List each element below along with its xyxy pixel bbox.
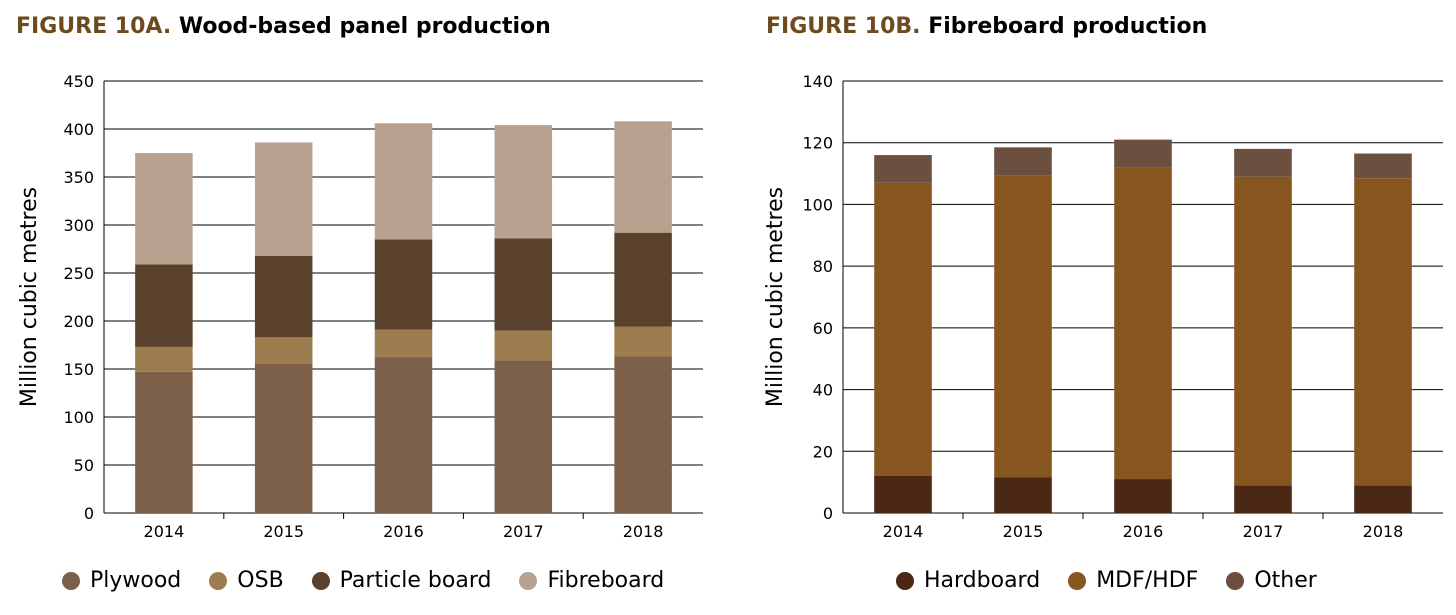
bar-other-2014 (874, 155, 932, 183)
y-tick-label: 200 (63, 312, 94, 331)
legend-label: Hardboard (924, 568, 1041, 593)
y-tick-label: 40 (813, 381, 833, 400)
y-tick-label: 300 (63, 216, 94, 235)
legend-item-osb: OSB (209, 568, 284, 593)
bar-mdf-hdf-2017 (1234, 176, 1292, 486)
x-tick-label: 2014 (883, 522, 924, 541)
legend-swatch (62, 571, 80, 590)
legend-swatch (1226, 571, 1245, 590)
y-axis-label: Million cubic metres (17, 187, 42, 407)
x-tick-label: 2017 (1243, 522, 1284, 541)
y-tick-label: 120 (802, 134, 833, 153)
y-tick-label: 350 (63, 168, 94, 187)
bar-plywood-2018 (614, 356, 672, 513)
legend-label: OSB (237, 568, 284, 593)
x-tick-label: 2014 (144, 522, 185, 541)
bar-particle-board-2016 (374, 239, 433, 330)
legend-item-mdf-hdf: MDF/HDF (1068, 568, 1198, 593)
bar-mdf-hdf-2018 (1354, 178, 1412, 486)
y-tick-label: 400 (63, 120, 94, 139)
legend-swatch (1068, 571, 1087, 590)
x-tick-label: 2016 (383, 522, 424, 541)
bar-particle-board-2014 (135, 264, 193, 347)
figure-a-heading: Wood-based panel production (178, 14, 551, 39)
legend-item-particle-board: Particle board (311, 568, 492, 593)
bar-hardboard-2017 (1234, 485, 1292, 513)
bar-hardboard-2015 (994, 477, 1052, 513)
figure-b-heading: Fibreboard production (928, 14, 1208, 39)
y-tick-label: 50 (74, 456, 94, 475)
legend-label: Particle board (339, 568, 492, 593)
bar-fibreboard-2015 (254, 142, 313, 256)
x-tick-label: 2018 (623, 522, 664, 541)
bar-particle-board-2017 (494, 238, 553, 331)
bar-particle-board-2015 (254, 255, 313, 338)
legend-item-plywood: Plywood (62, 568, 181, 593)
figure-a-label: FIGURE 10A. (16, 14, 172, 39)
legend-label: Plywood (90, 568, 182, 593)
legend-swatch (519, 571, 538, 590)
bar-other-2017 (1234, 148, 1292, 177)
bar-fibreboard-2016 (374, 123, 433, 240)
y-tick-label: 450 (63, 72, 94, 91)
bar-other-2018 (1354, 153, 1412, 179)
bar-particle-board-2018 (614, 232, 672, 327)
x-tick-label: 2015 (1003, 522, 1044, 541)
bar-hardboard-2014 (874, 475, 932, 513)
bar-osb-2017 (494, 330, 553, 361)
figure-b-label: FIGURE 10B. (766, 14, 921, 39)
bar-other-2016 (1114, 139, 1172, 168)
legend-label: MDF/HDF (1096, 568, 1199, 593)
figure-b-title: FIGURE 10B. Fibreboard production (766, 14, 1207, 39)
legend-item-fibreboard: Fibreboard (519, 568, 664, 593)
y-tick-label: 150 (63, 360, 94, 379)
y-tick-label: 0 (823, 504, 833, 523)
bar-plywood-2017 (494, 360, 553, 513)
legend-b: Hardboard MDF/HDF Other (896, 568, 1345, 593)
x-tick-label: 2015 (263, 522, 304, 541)
figure-a-title: FIGURE 10A. Wood-based panel production (16, 14, 551, 39)
bar-fibreboard-2014 (135, 153, 193, 265)
x-tick-label: 2016 (1123, 522, 1164, 541)
bar-osb-2018 (614, 326, 672, 357)
legend-item-hardboard: Hardboard (896, 568, 1040, 593)
legend-a: Plywood OSB Particle board Fibreboard (62, 568, 692, 593)
bar-mdf-hdf-2015 (994, 175, 1052, 478)
legend-swatch (311, 571, 330, 590)
bar-plywood-2015 (254, 363, 313, 513)
y-tick-label: 0 (84, 504, 94, 523)
legend-swatch (209, 571, 228, 590)
bar-plywood-2016 (374, 357, 433, 513)
bar-mdf-hdf-2014 (874, 182, 932, 476)
bar-other-2015 (994, 147, 1052, 176)
bar-fibreboard-2017 (494, 125, 553, 239)
x-tick-label: 2018 (1363, 522, 1404, 541)
y-tick-label: 60 (813, 319, 833, 338)
x-tick-label: 2017 (503, 522, 544, 541)
y-tick-label: 140 (802, 72, 833, 91)
legend-swatch (896, 571, 914, 590)
bar-osb-2014 (135, 346, 193, 372)
bar-osb-2015 (254, 337, 313, 364)
bar-hardboard-2018 (1354, 485, 1412, 513)
y-axis-label: Million cubic metres (763, 187, 788, 407)
y-tick-label: 100 (63, 408, 94, 427)
bar-hardboard-2016 (1114, 479, 1172, 513)
y-tick-label: 250 (63, 264, 94, 283)
y-tick-label: 20 (813, 442, 833, 461)
legend-label: Other (1254, 568, 1317, 593)
bar-osb-2016 (374, 329, 433, 358)
legend-label: Fibreboard (547, 568, 665, 593)
bar-mdf-hdf-2016 (1114, 167, 1172, 480)
y-tick-label: 80 (813, 257, 833, 276)
bar-plywood-2014 (135, 371, 193, 513)
y-tick-label: 100 (802, 195, 833, 214)
legend-item-other: Other (1226, 568, 1317, 593)
bar-fibreboard-2018 (614, 121, 672, 233)
